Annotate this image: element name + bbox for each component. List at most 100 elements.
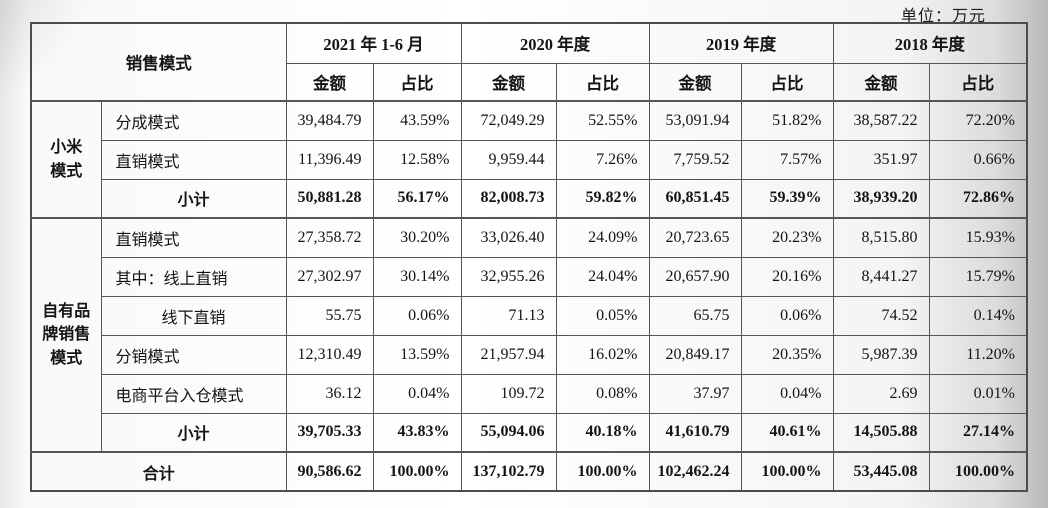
- amount-cell: 137,102.79: [460, 451, 557, 492]
- header-amount: 金额: [648, 62, 742, 102]
- header-period-2021h1: 2021 年 1-6 月: [285, 22, 462, 64]
- header-period-2020: 2020 年度: [460, 22, 650, 64]
- amount-cell: 11,396.49: [285, 139, 374, 180]
- unit-label: 单位：万元: [900, 8, 986, 25]
- amount-cell: 72,049.29: [460, 100, 557, 141]
- amount-cell: 8,441.27: [832, 256, 930, 297]
- ratio-cell: 51.82%: [740, 100, 834, 141]
- ratio-cell: 27.14%: [928, 412, 1028, 453]
- header-ratio: 占比: [372, 62, 462, 102]
- header-ratio: 占比: [740, 62, 834, 102]
- subtotal-row: 小计 50,881.28 56.17% 82,008.73 59.82% 60,…: [31, 178, 1028, 219]
- amount-cell: 65.75: [648, 295, 742, 336]
- ratio-cell: 24.09%: [555, 217, 650, 258]
- ratio-cell: 15.79%: [928, 256, 1028, 297]
- ratio-cell: 100.00%: [555, 451, 650, 492]
- ratio-cell: 0.01%: [928, 373, 1028, 414]
- ratio-cell: 20.35%: [740, 334, 834, 375]
- header-ratio: 占比: [555, 62, 650, 102]
- amount-cell: 7,759.52: [648, 139, 742, 180]
- ratio-cell: 43.83%: [372, 412, 462, 453]
- subtotal-row: 小计 39,705.33 43.83% 55,094.06 40.18% 41,…: [31, 412, 1028, 453]
- group-label-xiaomi-mode: 小米 模式: [30, 100, 102, 219]
- amount-cell: 109.72: [460, 373, 557, 414]
- ratio-cell: 30.20%: [372, 217, 462, 258]
- header-period-2019: 2019 年度: [648, 22, 834, 64]
- amount-cell: 53,445.08: [832, 451, 930, 492]
- amount-cell: 39,484.79: [285, 100, 374, 141]
- ratio-cell: 72.86%: [928, 178, 1028, 219]
- table-row: 线下直销 55.75 0.06% 71.13 0.05% 65.75 0.06%…: [31, 295, 1028, 336]
- amount-cell: 2.69: [832, 373, 930, 414]
- ratio-cell: 0.08%: [555, 373, 650, 414]
- amount-cell: 38,587.22: [832, 100, 930, 141]
- ratio-cell: 59.39%: [740, 178, 834, 219]
- group-label-own-brand-mode: 自有品 牌销售 模式: [30, 217, 102, 453]
- ratio-cell: 56.17%: [372, 178, 462, 219]
- subtotal-label: 小计: [100, 178, 287, 219]
- amount-cell: 12,310.49: [285, 334, 374, 375]
- amount-cell: 102,462.24: [648, 451, 742, 492]
- table-row: 小米 模式 分成模式 39,484.79 43.59% 72,049.29 52…: [30, 100, 1028, 219]
- amount-cell: 33,026.40: [460, 217, 557, 258]
- header-amount: 金额: [460, 62, 557, 102]
- ratio-cell: 30.14%: [372, 256, 462, 297]
- ratio-cell: 13.59%: [372, 334, 462, 375]
- amount-cell: 53,091.94: [648, 100, 742, 141]
- amount-cell: 20,657.90: [648, 256, 742, 297]
- amount-cell: 50,881.28: [285, 178, 374, 219]
- ratio-cell: 100.00%: [372, 451, 462, 492]
- amount-cell: 8,515.80: [832, 217, 930, 258]
- table-row: 电商平台入仓模式 36.12 0.04% 109.72 0.08% 37.97 …: [31, 373, 1028, 414]
- amount-cell: 41,610.79: [648, 412, 742, 453]
- ratio-cell: 40.61%: [740, 412, 834, 453]
- amount-cell: 14,505.88: [832, 412, 930, 453]
- ratio-cell: 40.18%: [555, 412, 650, 453]
- ratio-cell: 100.00%: [740, 451, 834, 492]
- amount-cell: 55.75: [285, 295, 374, 336]
- ratio-cell: 7.57%: [740, 139, 834, 180]
- row-label: 线下直销: [100, 295, 287, 336]
- amount-cell: 90,586.62: [285, 451, 374, 492]
- amount-cell: 5,987.39: [832, 334, 930, 375]
- ratio-cell: 11.20%: [928, 334, 1028, 375]
- row-label: 直销模式: [100, 217, 287, 258]
- ratio-cell: 0.06%: [372, 295, 462, 336]
- ratio-cell: 24.04%: [555, 256, 650, 297]
- amount-cell: 71.13: [460, 295, 557, 336]
- ratio-cell: 0.04%: [372, 373, 462, 414]
- amount-cell: 39,705.33: [285, 412, 374, 453]
- amount-cell: 351.97: [832, 139, 930, 180]
- amount-cell: 82,008.73: [460, 178, 557, 219]
- amount-cell: 60,851.45: [648, 178, 742, 219]
- amount-cell: 20,849.17: [648, 334, 742, 375]
- ratio-cell: 52.55%: [555, 100, 650, 141]
- amount-cell: 9,959.44: [460, 139, 557, 180]
- total-label: 合计: [30, 451, 287, 492]
- ratio-cell: 0.04%: [740, 373, 834, 414]
- ratio-cell: 12.58%: [372, 139, 462, 180]
- ratio-cell: 20.16%: [740, 256, 834, 297]
- ratio-cell: 16.02%: [555, 334, 650, 375]
- ratio-cell: 0.05%: [555, 295, 650, 336]
- header-period-2018: 2018 年度: [832, 22, 1028, 64]
- table-row: 自有品 牌销售 模式 直销模式 27,358.72 30.20% 33,026.…: [30, 217, 1028, 453]
- table-row: 直销模式 11,396.49 12.58% 9,959.44 7.26% 7,7…: [31, 139, 1028, 180]
- amount-cell: 37.97: [648, 373, 742, 414]
- amount-cell: 32,955.26: [460, 256, 557, 297]
- ratio-cell: 20.23%: [740, 217, 834, 258]
- amount-cell: 27,358.72: [285, 217, 374, 258]
- row-label: 分成模式: [100, 100, 287, 141]
- amount-cell: 36.12: [285, 373, 374, 414]
- subtotal-label: 小计: [100, 412, 287, 453]
- amount-cell: 74.52: [832, 295, 930, 336]
- ratio-cell: 100.00%: [928, 451, 1028, 492]
- amount-cell: 20,723.65: [648, 217, 742, 258]
- ratio-cell: 0.06%: [740, 295, 834, 336]
- amount-cell: 27,302.97: [285, 256, 374, 297]
- amount-cell: 38,939.20: [832, 178, 930, 219]
- sales-model-table: 销售模式 2021 年 1-6 月 2020 年度 2019 年度 2018 年…: [30, 22, 1028, 492]
- header-amount: 金额: [285, 62, 374, 102]
- ratio-cell: 43.59%: [372, 100, 462, 141]
- row-label: 电商平台入仓模式: [100, 373, 287, 414]
